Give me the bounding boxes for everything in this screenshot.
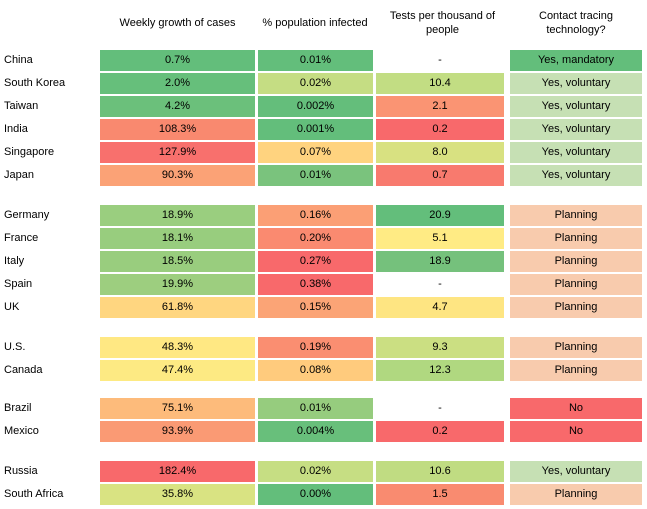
tests-per-thousand-cell: 12.3	[376, 360, 504, 381]
population-infected-cell: 0.002%	[258, 96, 373, 117]
population-infected-cell: 0.01%	[258, 50, 373, 71]
tests-per-thousand-cell: 10.6	[376, 461, 504, 482]
weekly-growth-cell: 47.4%	[100, 360, 255, 381]
contact-tracing-cell: Planning	[510, 360, 642, 381]
population-infected-cell: 0.15%	[258, 297, 373, 318]
country-label: Spain	[4, 278, 33, 290]
tests-per-thousand-cell: -	[376, 274, 504, 295]
weekly-growth-cell: 19.9%	[100, 274, 255, 295]
weekly-growth-cell: 90.3%	[100, 165, 255, 186]
contact-tracing-cell: Planning	[510, 228, 642, 249]
country-label: China	[4, 54, 33, 66]
country-label: India	[4, 123, 28, 135]
tests-per-thousand-cell: -	[376, 50, 504, 71]
tests-per-thousand-cell: 18.9	[376, 251, 504, 272]
contact-tracing-cell: Planning	[510, 274, 642, 295]
country-label: Singapore	[4, 146, 55, 158]
tests-per-thousand-cell: 9.3	[376, 337, 504, 358]
tests-per-thousand-cell: 0.2	[376, 421, 504, 442]
country-label: South Korea	[4, 77, 66, 89]
population-infected-cell: 0.19%	[258, 337, 373, 358]
contact-tracing-cell: Yes, voluntary	[510, 142, 642, 163]
contact-tracing-cell: Yes, voluntary	[510, 461, 642, 482]
column-header-contact-tracing: Contact tracing technology?	[539, 10, 613, 36]
population-infected-cell: 0.20%	[258, 228, 373, 249]
weekly-growth-cell: 4.2%	[100, 96, 255, 117]
country-label: Russia	[4, 465, 38, 477]
population-infected-cell: 0.38%	[258, 274, 373, 295]
population-infected-cell: 0.004%	[258, 421, 373, 442]
column-header-weekly-growth: Weekly growth of cases	[119, 17, 236, 29]
country-label: Japan	[4, 169, 34, 181]
country-label: U.S.	[4, 341, 26, 353]
country-label: Canada	[4, 364, 43, 376]
tests-per-thousand-cell: -	[376, 398, 504, 419]
population-infected-cell: 0.00%	[258, 484, 373, 505]
column-header-tests-per-thousand: Tests per thousand of people	[389, 10, 496, 36]
weekly-growth-cell: 48.3%	[100, 337, 255, 358]
country-label: South Africa	[4, 488, 64, 500]
weekly-growth-cell: 35.8%	[100, 484, 255, 505]
population-infected-cell: 0.07%	[258, 142, 373, 163]
weekly-growth-cell: 61.8%	[100, 297, 255, 318]
country-label: Brazil	[4, 402, 32, 414]
contact-tracing-cell: Yes, voluntary	[510, 96, 642, 117]
contact-tracing-cell: Yes, voluntary	[510, 119, 642, 140]
weekly-growth-cell: 18.5%	[100, 251, 255, 272]
population-infected-cell: 0.01%	[258, 165, 373, 186]
population-infected-cell: 0.02%	[258, 461, 373, 482]
tests-per-thousand-cell: 4.7	[376, 297, 504, 318]
population-infected-cell: 0.01%	[258, 398, 373, 419]
contact-tracing-cell: Planning	[510, 337, 642, 358]
contact-tracing-cell: Yes, voluntary	[510, 165, 642, 186]
population-infected-cell: 0.001%	[258, 119, 373, 140]
tests-per-thousand-cell: 10.4	[376, 73, 504, 94]
weekly-growth-cell: 93.9%	[100, 421, 255, 442]
contact-tracing-cell: Planning	[510, 484, 642, 505]
country-label: UK	[4, 301, 20, 313]
country-label: Taiwan	[4, 100, 39, 112]
contact-tracing-cell: Planning	[510, 251, 642, 272]
contact-tracing-cell: No	[510, 398, 642, 419]
weekly-growth-cell: 18.9%	[100, 205, 255, 226]
contact-tracing-cell: No	[510, 421, 642, 442]
weekly-growth-cell: 75.1%	[100, 398, 255, 419]
country-label: France	[4, 232, 39, 244]
country-label: Germany	[4, 209, 50, 221]
tests-per-thousand-cell: 1.5	[376, 484, 504, 505]
country-label: Mexico	[4, 425, 39, 437]
weekly-growth-cell: 18.1%	[100, 228, 255, 249]
population-infected-cell: 0.08%	[258, 360, 373, 381]
population-infected-cell: 0.27%	[258, 251, 373, 272]
contact-tracing-cell: Planning	[510, 205, 642, 226]
tests-per-thousand-cell: 0.2	[376, 119, 504, 140]
contact-tracing-cell: Yes, mandatory	[510, 50, 642, 71]
contact-tracing-cell: Yes, voluntary	[510, 73, 642, 94]
weekly-growth-cell: 182.4%	[100, 461, 255, 482]
country-label: Italy	[4, 255, 25, 267]
weekly-growth-cell: 2.0%	[100, 73, 255, 94]
tests-per-thousand-cell: 8.0	[376, 142, 504, 163]
population-infected-cell: 0.02%	[258, 73, 373, 94]
contact-tracing-cell: Planning	[510, 297, 642, 318]
tests-per-thousand-cell: 0.7	[376, 165, 504, 186]
column-header-population-infected: % population infected	[262, 17, 368, 29]
population-infected-cell: 0.16%	[258, 205, 373, 226]
tests-per-thousand-cell: 5.1	[376, 228, 504, 249]
weekly-growth-cell: 0.7%	[100, 50, 255, 71]
tests-per-thousand-cell: 20.9	[376, 205, 504, 226]
weekly-growth-cell: 108.3%	[100, 119, 255, 140]
weekly-growth-cell: 127.9%	[100, 142, 255, 163]
tests-per-thousand-cell: 2.1	[376, 96, 504, 117]
